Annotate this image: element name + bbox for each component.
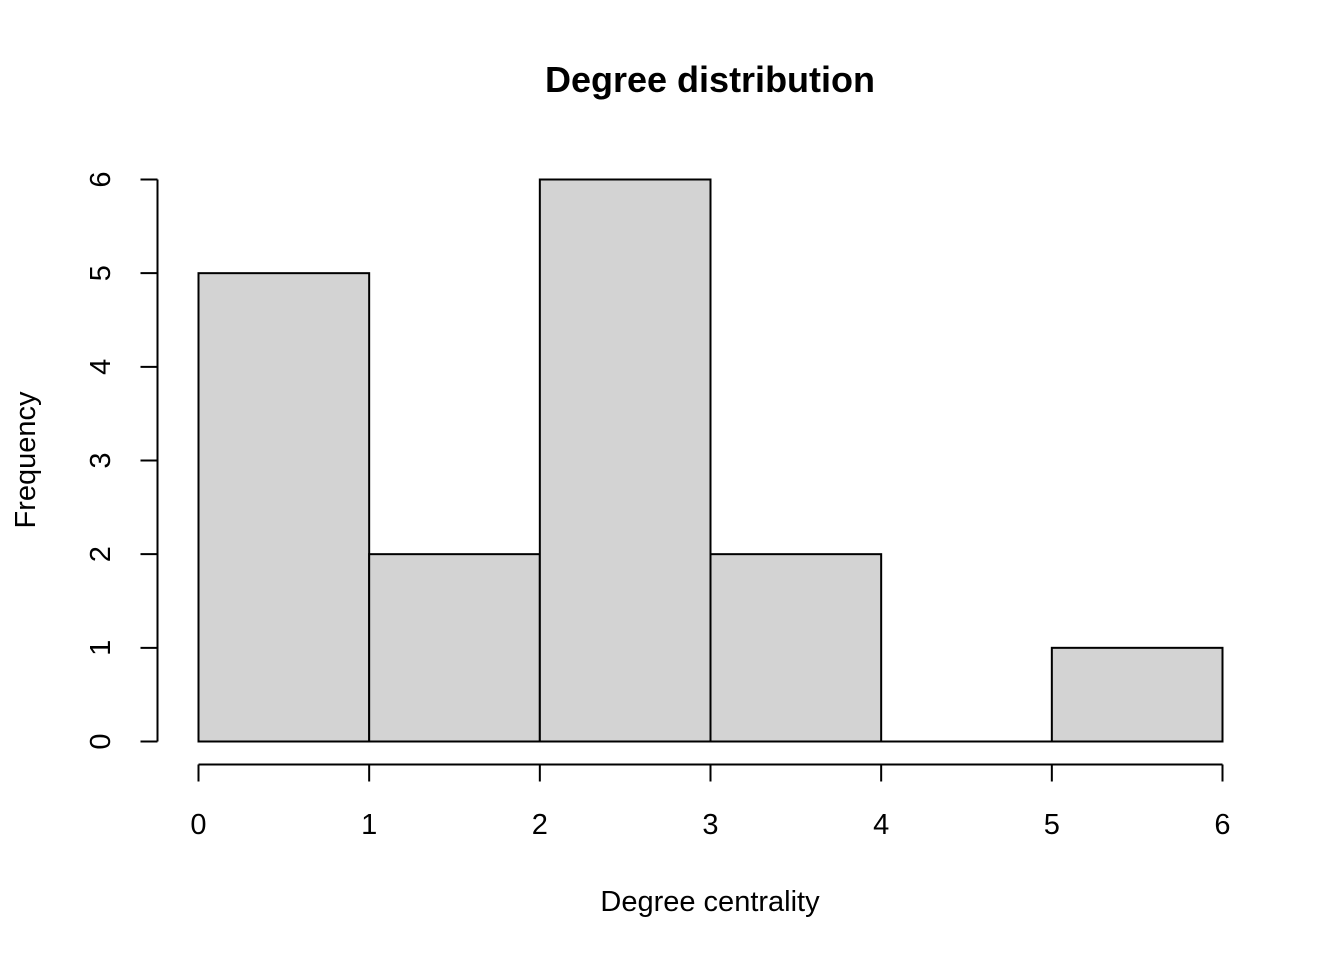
histogram-bar (538, 178, 712, 743)
y-tick-label: 1 (85, 640, 117, 656)
y-axis: 0 1 2 3 4 5 6 (85, 171, 159, 750)
x-tick-label: 2 (532, 809, 548, 841)
histogram-bar (1050, 646, 1224, 743)
x-axis: 0 1 2 3 4 5 6 (190, 763, 1231, 841)
x-axis-title: Degree centrality (600, 886, 820, 918)
x-tick-label: 1 (361, 809, 377, 841)
histogram-bar (197, 272, 371, 743)
y-tick-label: 6 (85, 171, 117, 187)
y-tick-label: 4 (85, 359, 117, 375)
y-tick-label: 0 (85, 733, 117, 749)
histogram-bar (368, 553, 541, 743)
y-tick-label: 3 (85, 452, 117, 468)
x-tick-label: 0 (190, 809, 206, 841)
y-tick-label: 5 (85, 265, 117, 281)
x-tick-label: 5 (1044, 809, 1060, 841)
x-tick-label: 3 (702, 809, 718, 841)
x-tick-label: 6 (1214, 809, 1230, 841)
histogram-bar (709, 553, 883, 743)
chart-title: Degree distribution (545, 59, 875, 100)
y-axis-title: Frequency (10, 391, 42, 529)
x-tick-label: 4 (873, 809, 889, 841)
y-tick-label: 2 (85, 546, 117, 562)
histogram-bars (197, 178, 1224, 743)
